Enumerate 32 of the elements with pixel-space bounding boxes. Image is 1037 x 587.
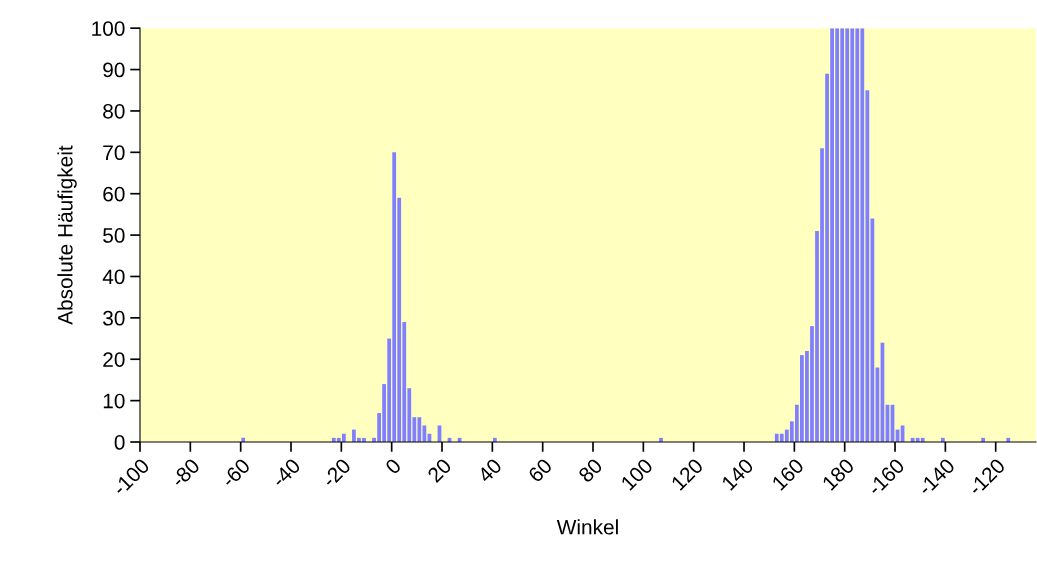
y-tick-label: 60 [103,186,125,202]
x-tick-label: -120 [967,457,1006,497]
y-tick-label: 80 [103,103,125,119]
y-tick-label: 50 [103,228,125,243]
x-tick-label: -40 [270,457,302,489]
y-tick-label: 40 [102,269,125,285]
x-tick-label: 140 [720,457,755,491]
y-tick-label: 0 [114,435,125,450]
x-tick-label: -100 [111,457,151,497]
x-tick-label: -20 [321,457,352,489]
y-tick-label: 10 [103,393,125,409]
y-tick-label: 90 [103,62,125,78]
x-axis-title: Winkel [556,519,618,535]
x-tick-label: 80 [577,457,604,484]
x-tick-label: 100 [620,457,654,491]
x-tick-label: -60 [220,457,251,489]
y-tick-label: 70 [103,145,125,161]
x-tick-label: 0 [384,457,402,476]
x-tick-label: -160 [866,457,906,497]
bar [341,433,346,443]
y-tick-label: 30 [103,310,125,326]
y-tick-label: 20 [103,352,125,367]
y-tick-label: 100 [92,21,125,36]
x-tick-label: 160 [771,457,805,491]
x-tick-label: 120 [670,457,704,491]
y-axis-title: Absolute Häufigkeit [57,145,77,325]
x-tick-label: 180 [821,457,855,491]
x-tick-label: -140 [916,457,956,497]
x-tick-label: 40 [476,457,503,484]
x-tick-label: -80 [170,457,201,489]
x-tick-label: 20 [426,457,453,484]
x-tick-label: 60 [527,457,553,484]
